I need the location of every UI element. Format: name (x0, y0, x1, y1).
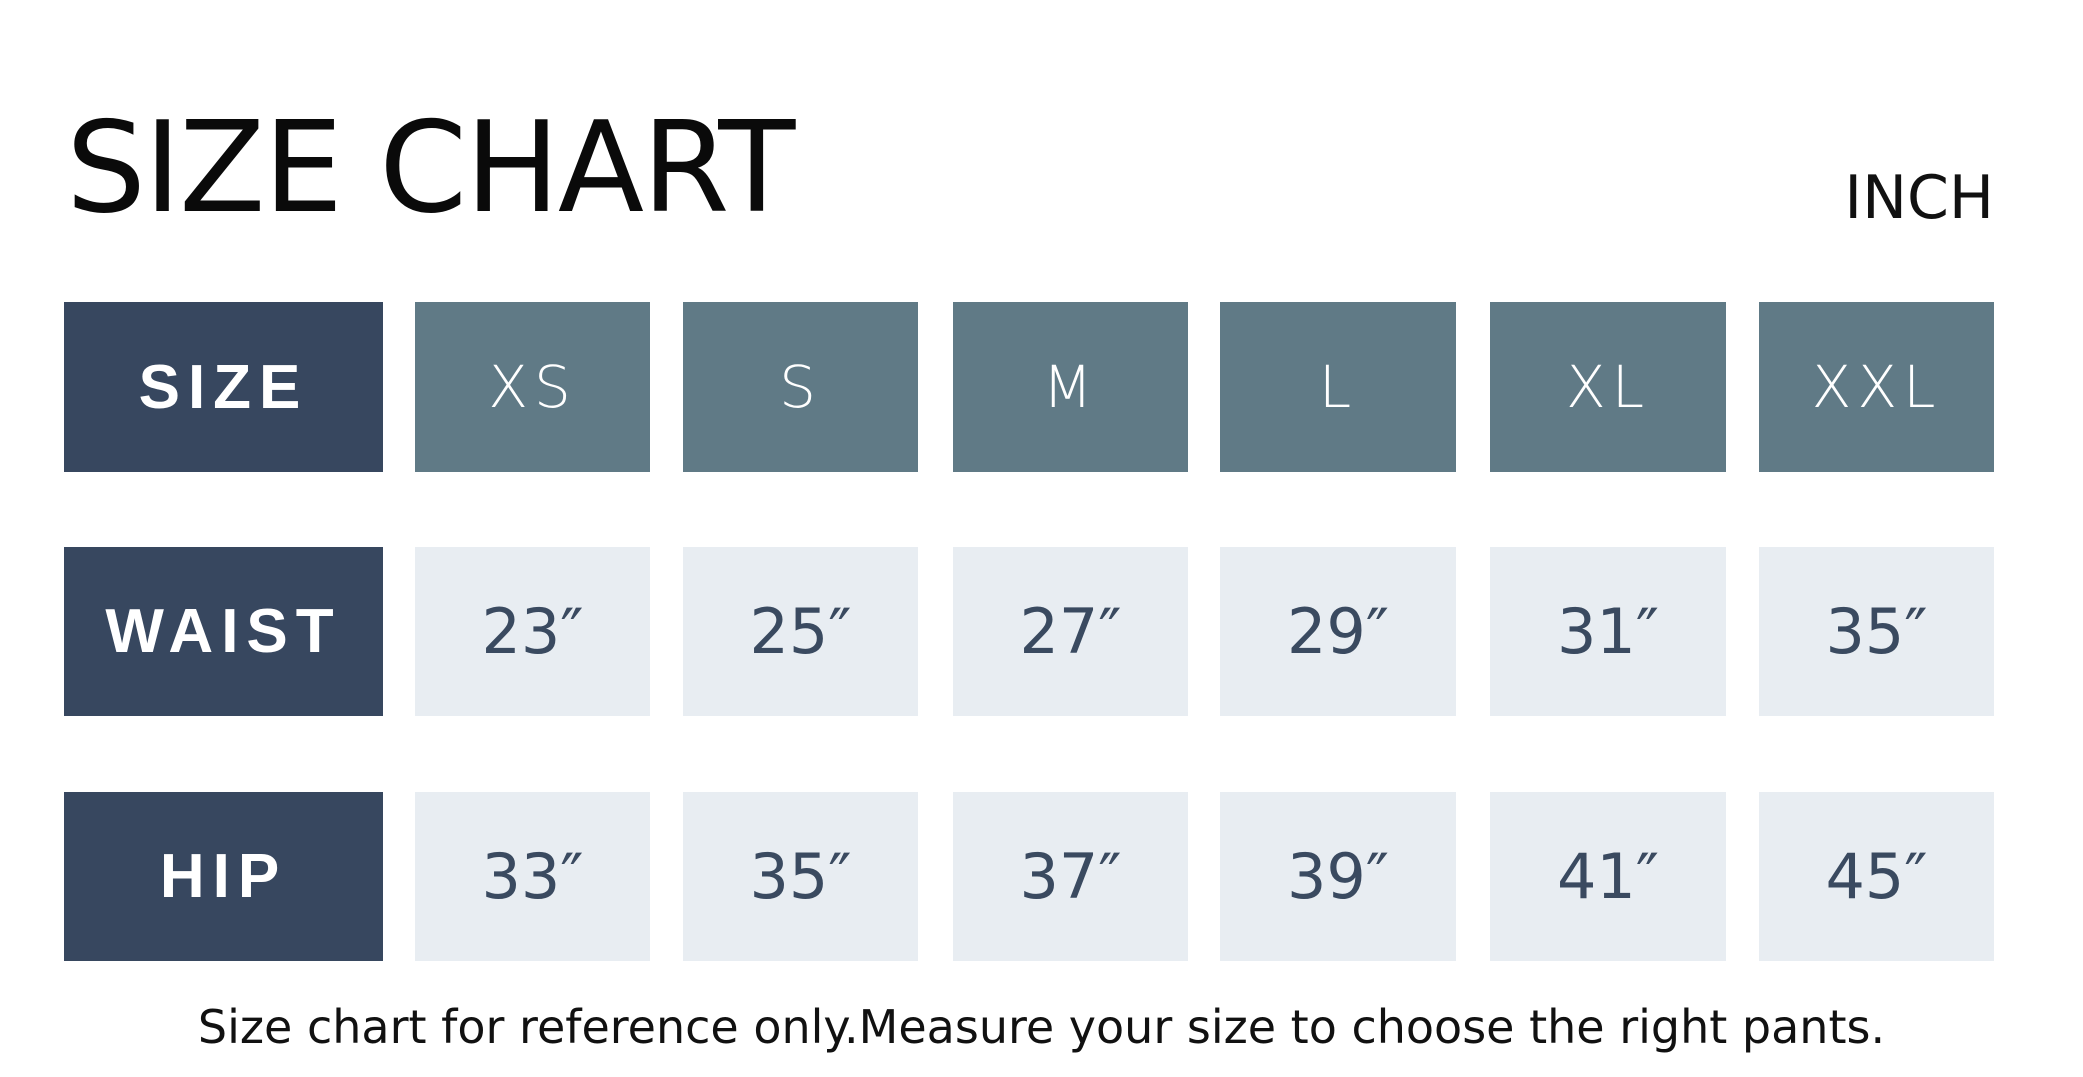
table-cell: 37″ (953, 792, 1188, 961)
row-label-waist: WAIST (64, 547, 383, 716)
size-header-xxl: XXL (1759, 302, 1994, 472)
size-header-l: L (1220, 302, 1456, 472)
table-cell: 31″ (1490, 547, 1726, 716)
table-cell: 33″ (415, 792, 650, 961)
size-header-xs: XS (415, 302, 650, 472)
table-cell: 29″ (1220, 547, 1456, 716)
size-header-m: M (953, 302, 1188, 472)
unit-label: INCH (1844, 163, 1994, 233)
table-cell: 25″ (683, 547, 918, 716)
size-header-s: S (683, 302, 918, 472)
table-cell: 23″ (415, 547, 650, 716)
table-cell: 41″ (1490, 792, 1726, 961)
row-label-hip: HIP (64, 792, 383, 961)
page-title: SIZE CHART (66, 94, 795, 241)
header-label: SIZE (64, 302, 383, 472)
size-header-xl: XL (1490, 302, 1726, 472)
table-cell: 45″ (1759, 792, 1994, 961)
table-cell: 39″ (1220, 792, 1456, 961)
table-cell: 27″ (953, 547, 1188, 716)
table-cell: 35″ (1759, 547, 1994, 716)
footer-note: Size chart for reference only.Measure yo… (197, 1000, 1886, 1054)
table-cell: 35″ (683, 792, 918, 961)
